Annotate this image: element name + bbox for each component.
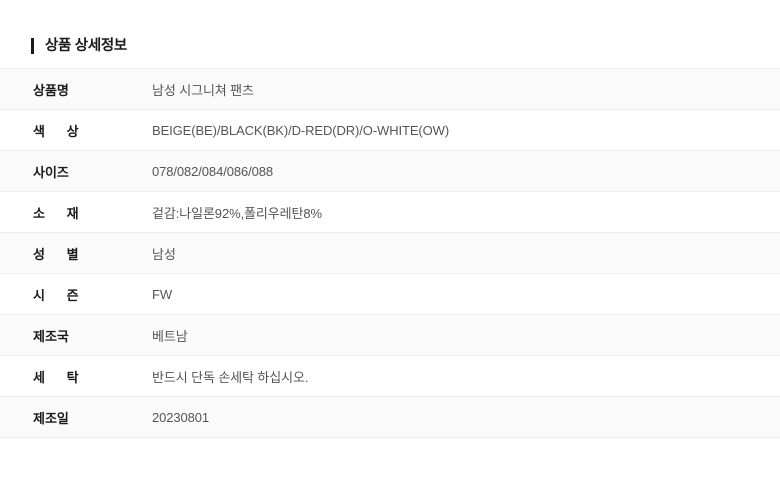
spec-label: 색 상	[0, 109, 152, 151]
table-row: 제조일 20230801	[0, 396, 780, 438]
spec-value: 20230801	[152, 396, 780, 438]
table-row: 시 즌 FW	[0, 273, 780, 315]
spec-value: BEIGE(BE)/BLACK(BK)/D-RED(DR)/O-WHITE(OW…	[152, 109, 780, 151]
table-row: 사이즈 078/082/084/086/088	[0, 150, 780, 192]
page-title: 상품 상세정보	[45, 37, 127, 54]
spec-value: 남성 시그니쳐 팬츠	[152, 68, 780, 110]
accent-bar-icon	[31, 38, 34, 54]
spec-value: 베트남	[152, 314, 780, 356]
spec-table-body: 상품명 남성 시그니쳐 팬츠 색 상 BEIGE(BE)/BLACK(BK)/D…	[0, 68, 780, 438]
product-detail-page: 상품 상세정보 상품명 남성 시그니쳐 팬츠 색 상 BEIGE(BE)/BLA…	[0, 26, 780, 492]
table-row: 세 탁 반드시 단독 손세탁 하십시오.	[0, 355, 780, 397]
spec-label: 성 별	[0, 232, 152, 274]
table-row: 색 상 BEIGE(BE)/BLACK(BK)/D-RED(DR)/O-WHIT…	[0, 109, 780, 151]
spec-label: 소 재	[0, 191, 152, 233]
spec-value: 겉감:나일론92%,폴리우레탄8%	[152, 191, 780, 233]
spec-label: 세 탁	[0, 355, 152, 397]
spec-label: 시 즌	[0, 273, 152, 315]
spec-value: 078/082/084/086/088	[152, 150, 780, 192]
table-row: 상품명 남성 시그니쳐 팬츠	[0, 68, 780, 110]
table-row: 소 재 겉감:나일론92%,폴리우레탄8%	[0, 191, 780, 233]
spec-label: 제조국	[0, 314, 152, 356]
spec-label: 제조일	[0, 396, 152, 438]
table-row: 성 별 남성	[0, 232, 780, 274]
spec-value: 반드시 단독 손세탁 하십시오.	[152, 355, 780, 397]
section-header: 상품 상세정보	[0, 26, 780, 66]
table-row: 제조국 베트남	[0, 314, 780, 356]
spec-label: 사이즈	[0, 150, 152, 192]
spec-label: 상품명	[0, 68, 152, 110]
product-spec-table: 상품명 남성 시그니쳐 팬츠 색 상 BEIGE(BE)/BLACK(BK)/D…	[0, 68, 780, 438]
spec-value: 남성	[152, 232, 780, 274]
spec-value: FW	[152, 273, 780, 315]
